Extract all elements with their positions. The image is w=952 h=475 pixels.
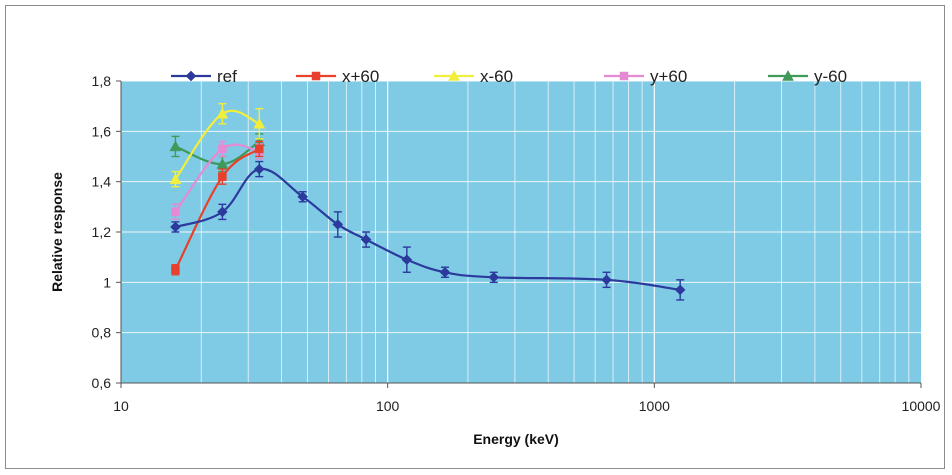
series-ref-marker: [601, 274, 612, 286]
grid-lines: [121, 80, 921, 383]
legend-item-x-60-swatch-marker: [311, 71, 321, 81]
legend-item-ref-swatch-marker: [185, 70, 197, 82]
y-tick-label: 0,6: [92, 375, 112, 391]
legend-item-x-60: x-60: [434, 67, 513, 86]
series-y-60-marker: [218, 144, 227, 154]
legend: ref x+60 x-60 y+60 y-60: [171, 67, 847, 86]
legend-item-y-60-swatch-marker: [782, 69, 794, 81]
x-tick-label: 1000: [639, 398, 670, 414]
x-tick-label: 10: [113, 398, 129, 414]
legend-item-x-60-swatch-marker: [448, 69, 460, 81]
y-axis-title: Relative response: [49, 172, 65, 292]
series-x-60: [171, 140, 264, 276]
series-ref-marker: [674, 284, 686, 296]
series-y-60-marker: [171, 207, 180, 217]
series-ref-marker: [297, 191, 309, 203]
series-ref-marker: [360, 234, 372, 245]
y-tick-label: 1,4: [92, 174, 112, 190]
legend-item-y-60: y-60: [768, 67, 847, 86]
legend-item-y-60-label: y+60: [650, 67, 687, 86]
series-x-60-marker: [218, 172, 227, 181]
legend-item-ref-label: ref: [217, 67, 237, 86]
legend-item-ref: ref: [171, 67, 237, 86]
axes: 0,6 0,8 1 1,2 1,4 1,6 1,8 10 100 1000 10000: [92, 73, 941, 414]
legend-item-x-60-label: x-60: [480, 67, 513, 86]
series-ref-line: [175, 167, 681, 291]
series-ref-marker: [401, 254, 413, 266]
series-x-60: [169, 102, 266, 188]
series-ref-marker: [439, 266, 451, 278]
y-tick-label: 1,6: [92, 123, 112, 139]
series-x-60-marker: [255, 144, 264, 154]
legend-item-x-60-label: x+60: [342, 67, 379, 86]
y-tick-label: 1: [103, 274, 111, 290]
legend-item-y-60: y+60: [604, 67, 687, 86]
series-ref-marker: [170, 221, 181, 233]
y-tick-label: 0,8: [92, 325, 112, 341]
series-ref-marker: [488, 271, 500, 283]
series-x-60-marker: [169, 173, 182, 184]
series-ref: [170, 160, 686, 301]
series-ref-marker: [253, 163, 265, 175]
series-x-60-marker: [216, 107, 229, 119]
y-tick-label: 1,8: [92, 73, 112, 89]
legend-item-y-60-label: y-60: [814, 67, 847, 86]
series-ref-marker: [217, 206, 228, 218]
series-layer: [169, 102, 686, 301]
y-tick-label: 1,2: [92, 224, 112, 240]
chart-frame: 0,6 0,8 1 1,2 1,4 1,6 1,8 10 100 1000 10000 ref x+6…: [5, 5, 945, 469]
series-x-60-marker: [171, 265, 180, 274]
x-axis-title: Energy (keV): [473, 431, 559, 447]
legend-item-x-60: x+60: [296, 67, 379, 86]
x-tick-label: 100: [376, 398, 400, 414]
series-x-60-marker: [253, 117, 266, 129]
series-ref-marker: [332, 219, 344, 230]
x-tick-label: 10000: [902, 398, 941, 414]
series-y-60-marker: [169, 140, 182, 152]
chart-canvas: 0,6 0,8 1 1,2 1,4 1,6 1,8 10 100 1000 10000 ref x+6…: [49, 67, 941, 447]
legend-item-y-60-swatch-marker: [619, 71, 629, 81]
